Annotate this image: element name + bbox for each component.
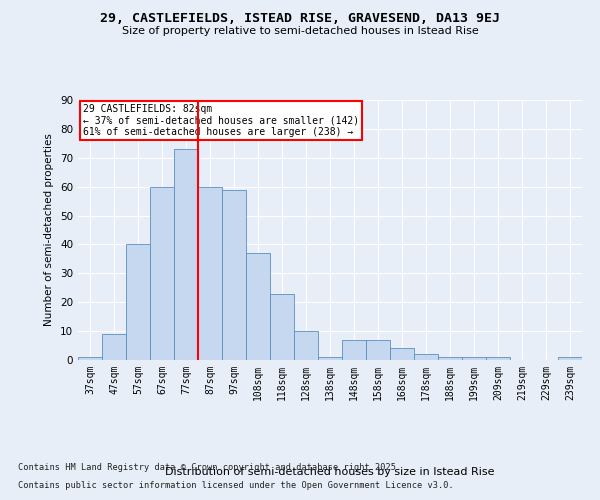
Y-axis label: Number of semi-detached properties: Number of semi-detached properties <box>44 134 55 326</box>
Bar <box>126 244 150 360</box>
Bar <box>558 357 582 360</box>
Bar <box>174 149 198 360</box>
Bar <box>366 340 390 360</box>
Bar <box>294 331 318 360</box>
Bar <box>78 357 102 360</box>
Bar <box>198 186 222 360</box>
Text: Size of property relative to semi-detached houses in Istead Rise: Size of property relative to semi-detach… <box>122 26 478 36</box>
Bar <box>270 294 294 360</box>
Text: 29, CASTLEFIELDS, ISTEAD RISE, GRAVESEND, DA13 9EJ: 29, CASTLEFIELDS, ISTEAD RISE, GRAVESEND… <box>100 12 500 26</box>
Text: Contains public sector information licensed under the Open Government Licence v3: Contains public sector information licen… <box>18 481 454 490</box>
Text: Contains HM Land Registry data © Crown copyright and database right 2025.: Contains HM Land Registry data © Crown c… <box>18 464 401 472</box>
Bar <box>414 354 438 360</box>
Bar <box>438 357 462 360</box>
Bar <box>222 190 246 360</box>
Bar <box>150 186 174 360</box>
Text: 29 CASTLEFIELDS: 82sqm
← 37% of semi-detached houses are smaller (142)
61% of se: 29 CASTLEFIELDS: 82sqm ← 37% of semi-det… <box>83 104 359 137</box>
Bar <box>102 334 126 360</box>
Bar <box>246 253 270 360</box>
Bar <box>486 357 510 360</box>
Bar <box>390 348 414 360</box>
Bar <box>462 357 486 360</box>
Bar <box>318 357 342 360</box>
Bar <box>342 340 366 360</box>
X-axis label: Distribution of semi-detached houses by size in Istead Rise: Distribution of semi-detached houses by … <box>165 467 495 477</box>
